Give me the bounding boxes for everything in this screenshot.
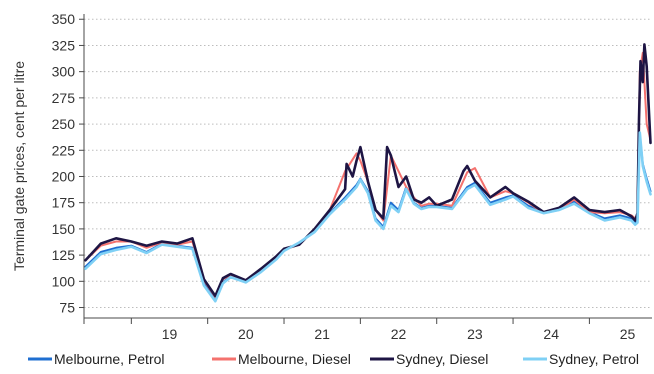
y-tick-label: 300: [52, 64, 76, 80]
series-line-sydney-petrol: [84, 131, 652, 303]
y-tick-label: 150: [52, 221, 76, 237]
x-tick-label: 25: [620, 326, 636, 342]
axes: [83, 14, 652, 319]
x-axis-ticks: 19 20 21 22 23 24 25: [83, 318, 636, 342]
x-tick-label: 20: [238, 326, 254, 342]
series-line-sydney-diesel: [84, 43, 652, 298]
legend: Melbourne, Petrol Melbourne, Diesel Sydney…: [28, 351, 639, 367]
y-axis-label: Terminal gate prices, cent per litre: [11, 61, 27, 271]
y-tick-label: 350: [52, 11, 76, 27]
series-line-melbourne-diesel: [84, 51, 652, 298]
series-line-melbourne-petrol: [84, 133, 652, 301]
legend-label: Sydney, Petrol: [549, 351, 639, 367]
legend-item: Sydney, Petrol: [523, 351, 639, 367]
y-tick-label: 125: [52, 247, 76, 263]
y-tick-label: 200: [52, 168, 76, 184]
x-tick-label: 19: [162, 326, 178, 342]
y-tick-label: 225: [52, 142, 76, 158]
legend-item: Melbourne, Diesel: [212, 351, 351, 367]
x-tick-label: 24: [543, 326, 559, 342]
y-axis-ticks: 75 100 125 150 175 200 225 250 275 300 325 350: [52, 11, 84, 316]
y-tick-label: 100: [52, 273, 76, 289]
legend-label: Melbourne, Petrol: [54, 351, 165, 367]
gridlines: [84, 18, 652, 309]
series-lines: [84, 43, 652, 303]
x-tick-label: 21: [314, 326, 330, 342]
x-tick-label: 23: [467, 326, 483, 342]
y-tick-label: 250: [52, 116, 76, 132]
y-tick-label: 275: [52, 90, 76, 106]
legend-item: Sydney, Diesel: [370, 351, 488, 367]
legend-label: Sydney, Diesel: [396, 351, 488, 367]
y-tick-label: 325: [52, 37, 76, 53]
x-tick-label: 22: [391, 326, 407, 342]
y-tick-label: 75: [59, 300, 75, 316]
legend-item: Melbourne, Petrol: [28, 351, 165, 367]
legend-label: Melbourne, Diesel: [238, 351, 351, 367]
y-tick-label: 175: [52, 195, 76, 211]
